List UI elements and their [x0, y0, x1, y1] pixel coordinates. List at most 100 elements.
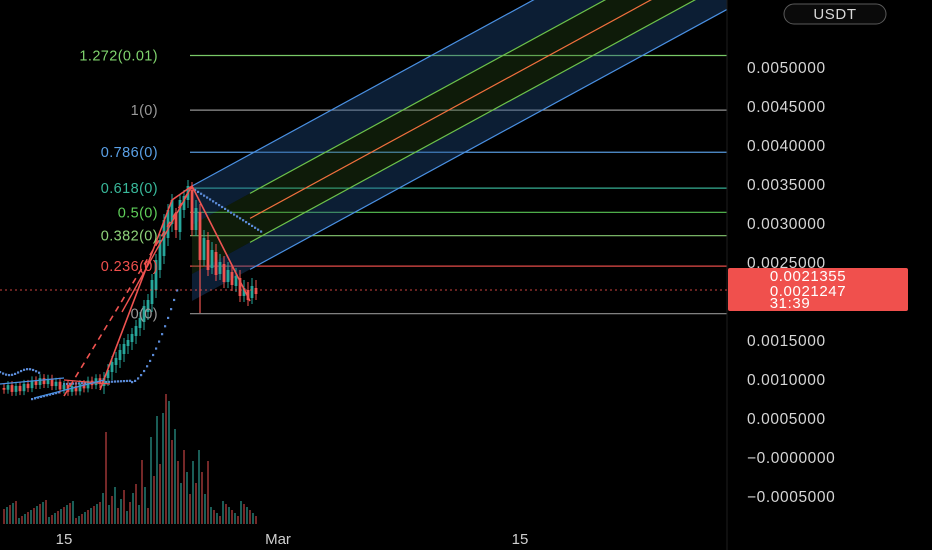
- candle-body: [2, 388, 6, 390]
- candle-body: [174, 214, 178, 230]
- volume-bar: [63, 507, 65, 524]
- indicator-dot: [52, 392, 55, 395]
- indicator-dot: [129, 379, 132, 382]
- indicator-dot: [37, 396, 40, 399]
- candle-body: [254, 288, 258, 294]
- date-axis-label[interactable]: Mar: [265, 531, 291, 548]
- candle-body: [82, 384, 86, 389]
- indicator-dot: [23, 368, 26, 371]
- candle-body: [238, 278, 242, 296]
- indicator-dot: [84, 381, 87, 385]
- volume-bar: [192, 461, 194, 524]
- indicator-dot: [230, 211, 233, 214]
- volume-bar: [12, 503, 14, 524]
- volume-bar: [102, 493, 104, 524]
- volume-bar: [123, 490, 125, 524]
- volume-bar: [222, 501, 224, 524]
- volume-bar: [84, 512, 86, 524]
- volume-bar: [93, 506, 95, 524]
- pitchfork-channel[interactable]: [191, 0, 728, 302]
- candle-body: [142, 306, 146, 322]
- price-axis-label[interactable]: 0.0035000: [747, 177, 826, 194]
- candle-body: [190, 190, 194, 230]
- channel-lower-line: [249, 8, 728, 270]
- volume-bar: [153, 476, 155, 524]
- volume-bar: [186, 472, 188, 524]
- base-line: [63, 379, 111, 385]
- price-axis-label[interactable]: 0.0015000: [747, 333, 826, 350]
- price-axis-label[interactable]: −0.0000000: [747, 450, 835, 467]
- indicator-dot: [257, 228, 260, 231]
- candle-body: [230, 272, 234, 285]
- volume-bar: [54, 513, 56, 524]
- fib-retracement-lines[interactable]: [190, 0, 727, 315]
- pattern-drawing[interactable]: [0, 184, 251, 399]
- currency-selector-pill[interactable]: [783, 3, 887, 25]
- indicator-dot: [149, 359, 152, 363]
- volume-bar: [213, 510, 215, 524]
- volume-bar: [15, 501, 17, 524]
- volume-bar: [120, 499, 122, 524]
- indicator-dot: [236, 215, 239, 218]
- price-axis[interactable]: 0.00.00500000.00450000.00400000.00350000…: [747, 0, 835, 506]
- indicator-dot: [66, 382, 69, 386]
- fib-level-label: 0.5(0): [118, 205, 158, 221]
- channel-upper-line: [191, 0, 535, 187]
- candle-body: [218, 262, 222, 274]
- volume-bar: [129, 502, 131, 524]
- volume-bar: [69, 503, 71, 524]
- date-axis-label[interactable]: 15: [512, 531, 529, 548]
- indicator-dot: [245, 221, 248, 224]
- indicator-dot: [173, 298, 176, 302]
- indicator-dot: [31, 398, 34, 401]
- volume-bar: [225, 504, 227, 524]
- volume-bar: [210, 507, 212, 524]
- price-axis-label[interactable]: 0.0040000: [747, 138, 826, 155]
- price-axis-label[interactable]: 0.0025000: [747, 255, 826, 272]
- indicator-dot: [197, 190, 200, 193]
- indicator-dot: [212, 200, 215, 203]
- volume-bar: [51, 515, 53, 524]
- candle-body: [30, 380, 34, 389]
- currency-selector[interactable]: USDT: [783, 3, 887, 25]
- volume-bar: [90, 508, 92, 524]
- fib-level-label: 1(0): [131, 103, 158, 119]
- indicator-dot: [38, 371, 41, 374]
- candle-body: [50, 378, 54, 387]
- indicator-dot: [224, 207, 227, 210]
- candle-body: [250, 286, 254, 298]
- indicator-dot: [49, 393, 52, 396]
- volume-bar: [75, 518, 77, 524]
- price-axis-label[interactable]: 0.0010000: [747, 372, 826, 389]
- fib-level-labels: 1.414(0.01)1.272(0.01)1(0)0.786(0)0.618(…: [79, 49, 158, 323]
- indicator-dot: [248, 222, 251, 226]
- candle-body: [14, 385, 18, 392]
- candle-body: [46, 378, 50, 385]
- indicator-dot: [215, 202, 218, 205]
- volume-bar: [132, 493, 134, 524]
- volume-bar: [3, 509, 5, 524]
- price-axis-label[interactable]: −0.0005000: [747, 489, 835, 506]
- date-axis[interactable]: 15 Mar 15: [56, 531, 529, 548]
- candle-body: [102, 378, 106, 386]
- price-axis-label[interactable]: 0.0050000: [747, 60, 826, 77]
- indicator-dot: [200, 192, 203, 195]
- channel-lower-mid-line: [249, 0, 697, 243]
- volume-bar: [21, 516, 23, 524]
- volume-bar: [147, 508, 149, 524]
- indicator-dot: [40, 395, 43, 398]
- volume-bar: [246, 507, 248, 524]
- date-axis-label[interactable]: 15: [56, 531, 73, 548]
- indicator-dot: [17, 371, 20, 374]
- volume-bar: [228, 507, 230, 524]
- candle-body: [26, 383, 30, 389]
- volume-bar: [18, 518, 20, 524]
- volume-histogram: [3, 394, 257, 524]
- price-axis-label[interactable]: 0.0045000: [747, 99, 826, 116]
- price-axis-label[interactable]: 0.0005000: [747, 411, 826, 428]
- currency-label[interactable]: USDT: [813, 6, 856, 23]
- price-axis-label[interactable]: 0.0030000: [747, 216, 826, 233]
- zigzag-dashed-leg: [63, 185, 193, 397]
- indicator-dot: [72, 382, 75, 385]
